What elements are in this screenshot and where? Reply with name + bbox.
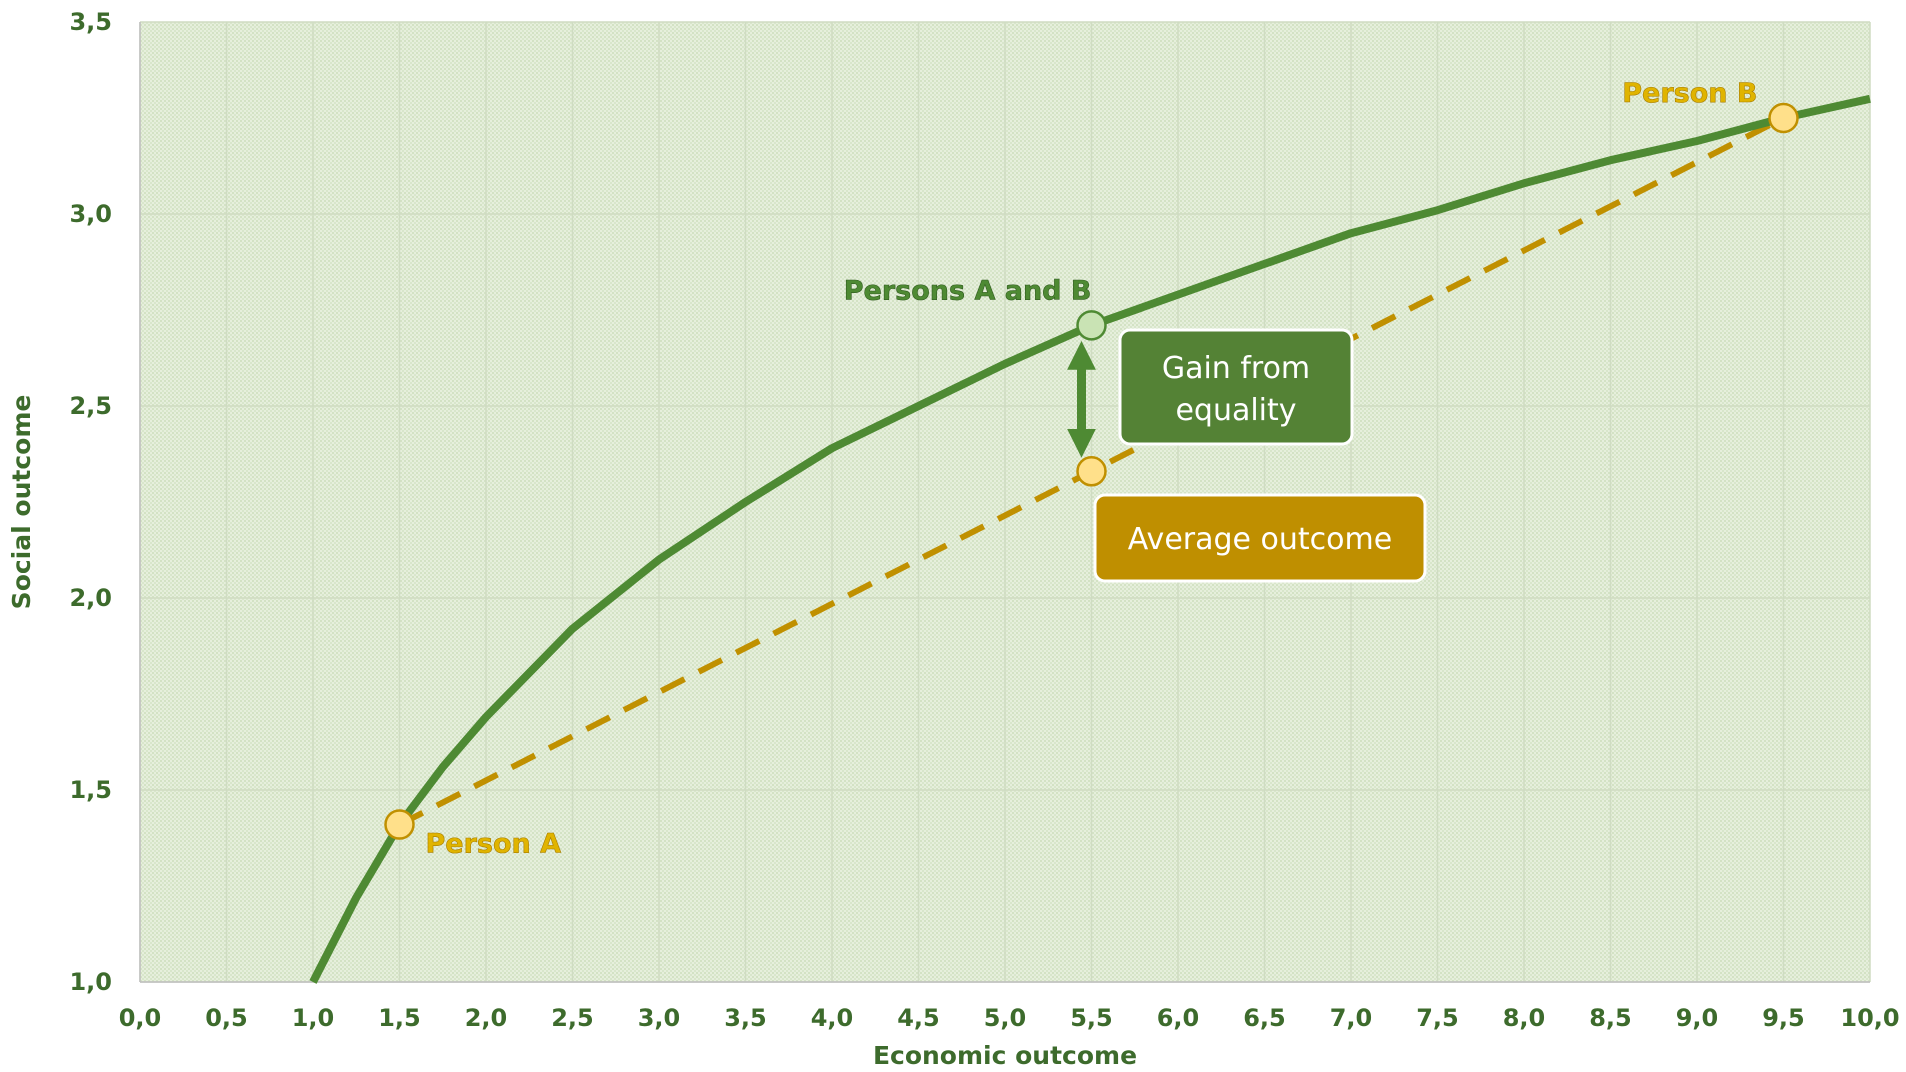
x-tick-labels: 0,0 0,5 1,0 1,5 2,0 2,5 3,0 3,5 4,0 4,5 5,0 5,5 6,0 6… xyxy=(119,1004,1900,1032)
points-layer: Person A Person B Persons A and B xyxy=(384,78,1799,860)
x-tick-label: 7,5 xyxy=(1416,1004,1459,1032)
y-tick-label: 1,0 xyxy=(69,968,112,996)
gain-box-line-1: Gain from xyxy=(1162,351,1310,386)
point-label: Persons A and B xyxy=(844,275,1092,306)
x-tick-label: 5,0 xyxy=(984,1004,1027,1032)
x-tick-label: 0,0 xyxy=(119,1004,162,1032)
x-tick-label: 9,5 xyxy=(1762,1004,1805,1032)
x-tick-label: 7,0 xyxy=(1330,1004,1373,1032)
x-tick-label: 2,0 xyxy=(465,1004,508,1032)
y-tick-label: 1,5 xyxy=(69,776,112,804)
x-tick-label: 9,0 xyxy=(1676,1004,1719,1032)
utility-curve xyxy=(309,94,1871,984)
x-tick-label: 6,5 xyxy=(1243,1004,1286,1032)
y-axis-title: Social outcome xyxy=(7,395,36,610)
y-tick-label: 3,0 xyxy=(69,200,112,228)
x-tick-label: 4,5 xyxy=(897,1004,940,1032)
x-tick-label: 4,0 xyxy=(811,1004,854,1032)
axes xyxy=(139,22,1870,983)
gain-from-equality-box: Gain from equality xyxy=(1118,328,1354,446)
x-tick-label: 8,5 xyxy=(1589,1004,1632,1032)
y-tick-labels: 1,0 1,5 2,0 2,5 3,0 3,5 xyxy=(69,8,112,996)
x-tick-label: 1,0 xyxy=(292,1004,335,1032)
data-point-marker xyxy=(1076,310,1107,341)
average-box-line-1: Average outcome xyxy=(1128,522,1392,557)
x-tick-label: 1,5 xyxy=(378,1004,421,1032)
x-tick-label: 3,0 xyxy=(638,1004,681,1032)
y-tick-label: 2,5 xyxy=(69,392,112,420)
point-label: Person A xyxy=(426,829,562,860)
data-point-marker xyxy=(1076,456,1107,487)
x-axis-title: Economic outcome xyxy=(873,1041,1137,1070)
x-tick-label: 10,0 xyxy=(1840,1004,1899,1032)
data-point-marker xyxy=(384,809,415,840)
x-tick-label: 2,5 xyxy=(551,1004,594,1032)
average-outcome-box: Average outcome xyxy=(1093,493,1427,583)
x-tick-label: 5,5 xyxy=(1070,1004,1113,1032)
point-label: Person B xyxy=(1622,78,1757,109)
x-tick-label: 6,0 xyxy=(1157,1004,1200,1032)
y-tick-label: 2,0 xyxy=(69,584,112,612)
x-tick-label: 0,5 xyxy=(205,1004,248,1032)
y-tick-label: 3,5 xyxy=(69,8,112,36)
x-tick-label: 8,0 xyxy=(1503,1004,1546,1032)
data-point-marker xyxy=(1768,102,1799,134)
gain-box-line-2: equality xyxy=(1175,393,1296,428)
x-tick-label: 3,5 xyxy=(724,1004,767,1032)
